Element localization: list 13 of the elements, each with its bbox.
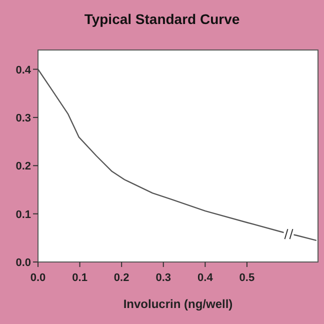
x-tick-label: 0.5	[239, 272, 255, 284]
y-tick-label: 0.0	[16, 257, 31, 269]
y-tick-label: 0.3	[16, 112, 31, 124]
y-tick-label: 0.1	[16, 208, 31, 221]
x-tick-label: 0.3	[156, 272, 172, 284]
x-tick-label: 0.1	[72, 272, 88, 284]
chart-title: Typical Standard Curve	[84, 11, 240, 27]
x-axis-title: Involucrin (ng/well)	[123, 297, 233, 311]
y-tick-label: 0.2	[16, 160, 31, 173]
x-tick-label: 0.0	[30, 272, 46, 284]
x-tick-label: 0.4	[198, 272, 214, 284]
x-tick-label: 0.2	[114, 272, 130, 284]
y-tick-label: 0.4	[16, 64, 32, 76]
